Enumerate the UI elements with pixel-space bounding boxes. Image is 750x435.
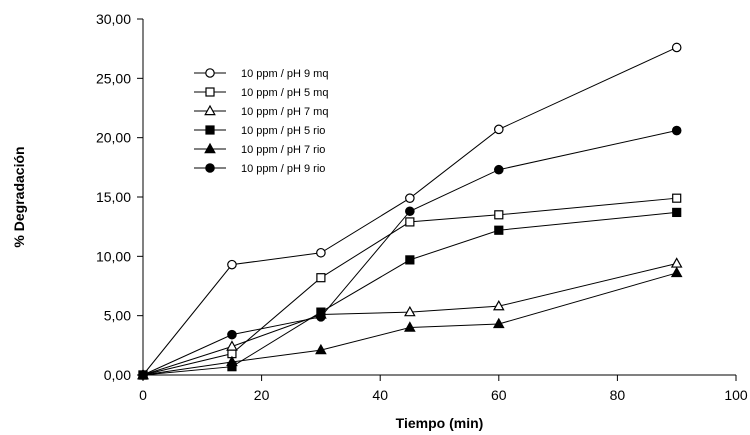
legend-marker [205,163,215,173]
data-point [405,206,415,217]
legend-item: 10 ppm / pH 9 rio [194,163,325,175]
data-point [493,124,504,135]
y-tick-label: 25,00 [96,70,131,86]
legend-label: 10 ppm / pH 7 rio [241,144,325,156]
series-6-points [138,125,682,380]
legend-marker [205,125,215,135]
legend-marker [205,87,215,97]
x-tick-label: 0 [139,387,147,403]
series-line [142,211,677,376]
legend-label: 10 ppm / pH 7 mq [241,106,328,118]
data-point [226,340,238,351]
y-tick-label: 5,00 [104,308,131,324]
data-point [492,299,505,311]
y-tick-label: 15,00 [96,189,131,205]
series-3 [142,262,677,376]
x-axis-title: Tiempo (min) [396,415,484,431]
data-point [316,273,326,283]
legend: 10 ppm / pH 9 mq 10 ppm / pH 5 mq 10 ppm /… [194,68,328,175]
data-point [494,210,504,220]
data-point [226,355,238,367]
legend-marker [204,142,216,154]
data-point [405,193,415,203]
data-point [227,329,237,340]
legend-label: 10 ppm / pH 5 rio [241,125,325,137]
series-line [142,130,677,376]
data-point [404,321,416,332]
series-line [142,197,677,376]
legend-marker [205,68,215,78]
y-tick-label: 30,00 [96,11,131,27]
series-2-points [138,193,682,380]
series-3-points [137,257,683,380]
y-tick-label: 10,00 [96,248,131,264]
y-tick-label: 0,00 [104,367,131,383]
data-point [494,225,504,235]
data-point [316,312,326,322]
data-point [316,247,326,258]
y-axis-title: % Degradación [11,146,27,247]
axes: 0,00 5,00 10,00 15,00 20,00 25,00 30,00 0 20 40 60… [96,11,748,403]
data-point [227,259,237,270]
data-point [493,164,504,175]
data-point [405,217,415,227]
series-4 [142,211,677,376]
data-point [670,257,683,268]
legend-label: 10 ppm / pH 5 mq [241,87,328,99]
data-point [315,343,327,355]
data-point [670,266,683,278]
data-point [672,193,682,203]
legend-label: 10 ppm / pH 9 mq [241,68,328,80]
series-layer [137,42,683,380]
series-5-points [137,266,683,380]
legend-item: 10 ppm / pH 9 mq [194,68,328,80]
x-tick-label: 80 [610,387,626,403]
x-tick-label: 60 [491,387,507,403]
data-point [492,317,505,329]
series-1 [142,47,677,376]
legend-item: 10 ppm / pH 7 rio [194,142,325,156]
legend-marker [204,104,216,116]
series-4-points [138,207,682,380]
data-point [672,207,682,218]
series-line [142,47,677,376]
y-tick-label: 20,00 [96,130,131,146]
series-2 [142,197,677,376]
legend-item: 10 ppm / pH 7 mq [194,104,328,118]
data-point [404,305,416,317]
x-tick-label: 40 [372,387,388,403]
x-tick-label: 20 [254,387,270,403]
x-tick-label: 100 [724,387,748,403]
legend-item: 10 ppm / pH 5 rio [194,125,325,137]
series-5 [142,272,677,376]
series-line [142,262,677,376]
series-6 [142,130,677,376]
series-line [142,272,677,376]
legend-item: 10 ppm / pH 5 mq [194,87,328,99]
legend-label: 10 ppm / pH 9 rio [241,163,325,175]
data-point [405,255,415,265]
data-point [671,125,682,136]
data-point [671,42,682,53]
data-point [138,370,148,380]
